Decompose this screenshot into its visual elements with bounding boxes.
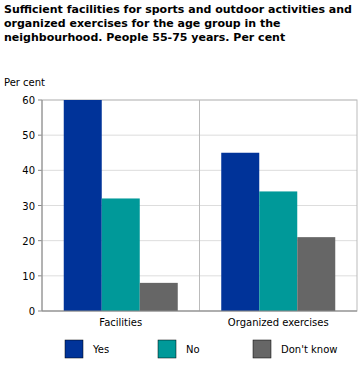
bar (140, 283, 178, 311)
category-label: Organized exercises (228, 317, 329, 328)
legend-swatch (253, 340, 271, 358)
legend-label: Yes (92, 344, 109, 355)
bar (102, 198, 140, 311)
tick-label: 40 (22, 165, 35, 176)
category-label: Facilities (99, 317, 142, 328)
tick-mark (38, 311, 42, 312)
grid-line (42, 311, 357, 312)
chart: Per cent 0 10 20 30 40 50 60 Facilities Organized… (0, 0, 362, 371)
bar (64, 100, 102, 311)
tick-mark (38, 205, 42, 206)
bar (259, 191, 297, 311)
legend-label: Don't know (281, 344, 337, 355)
legend-swatch (65, 340, 83, 358)
bar (297, 237, 335, 311)
tick-label: 60 (22, 95, 35, 106)
tick-mark (38, 135, 42, 136)
tick-label: 0 (29, 306, 35, 317)
plot-frame (42, 100, 357, 311)
category-separator (199, 100, 200, 311)
tick-label: 30 (22, 201, 35, 212)
tick-label: 20 (22, 236, 35, 247)
x-axis (42, 311, 357, 312)
bars (64, 100, 336, 311)
tick-mark (38, 100, 42, 101)
legend-label: No (186, 344, 200, 355)
y-axis (42, 100, 43, 311)
y-label: Per cent (4, 77, 45, 88)
tick-mark (38, 240, 42, 241)
tick-mark (38, 170, 42, 171)
tick-label: 50 (22, 130, 35, 141)
title: Sufficient facilities for sports and out… (4, 3, 356, 45)
bar (221, 153, 259, 311)
legend-swatch (158, 340, 176, 358)
tick-mark (38, 275, 42, 276)
tick-label: 10 (22, 271, 35, 282)
